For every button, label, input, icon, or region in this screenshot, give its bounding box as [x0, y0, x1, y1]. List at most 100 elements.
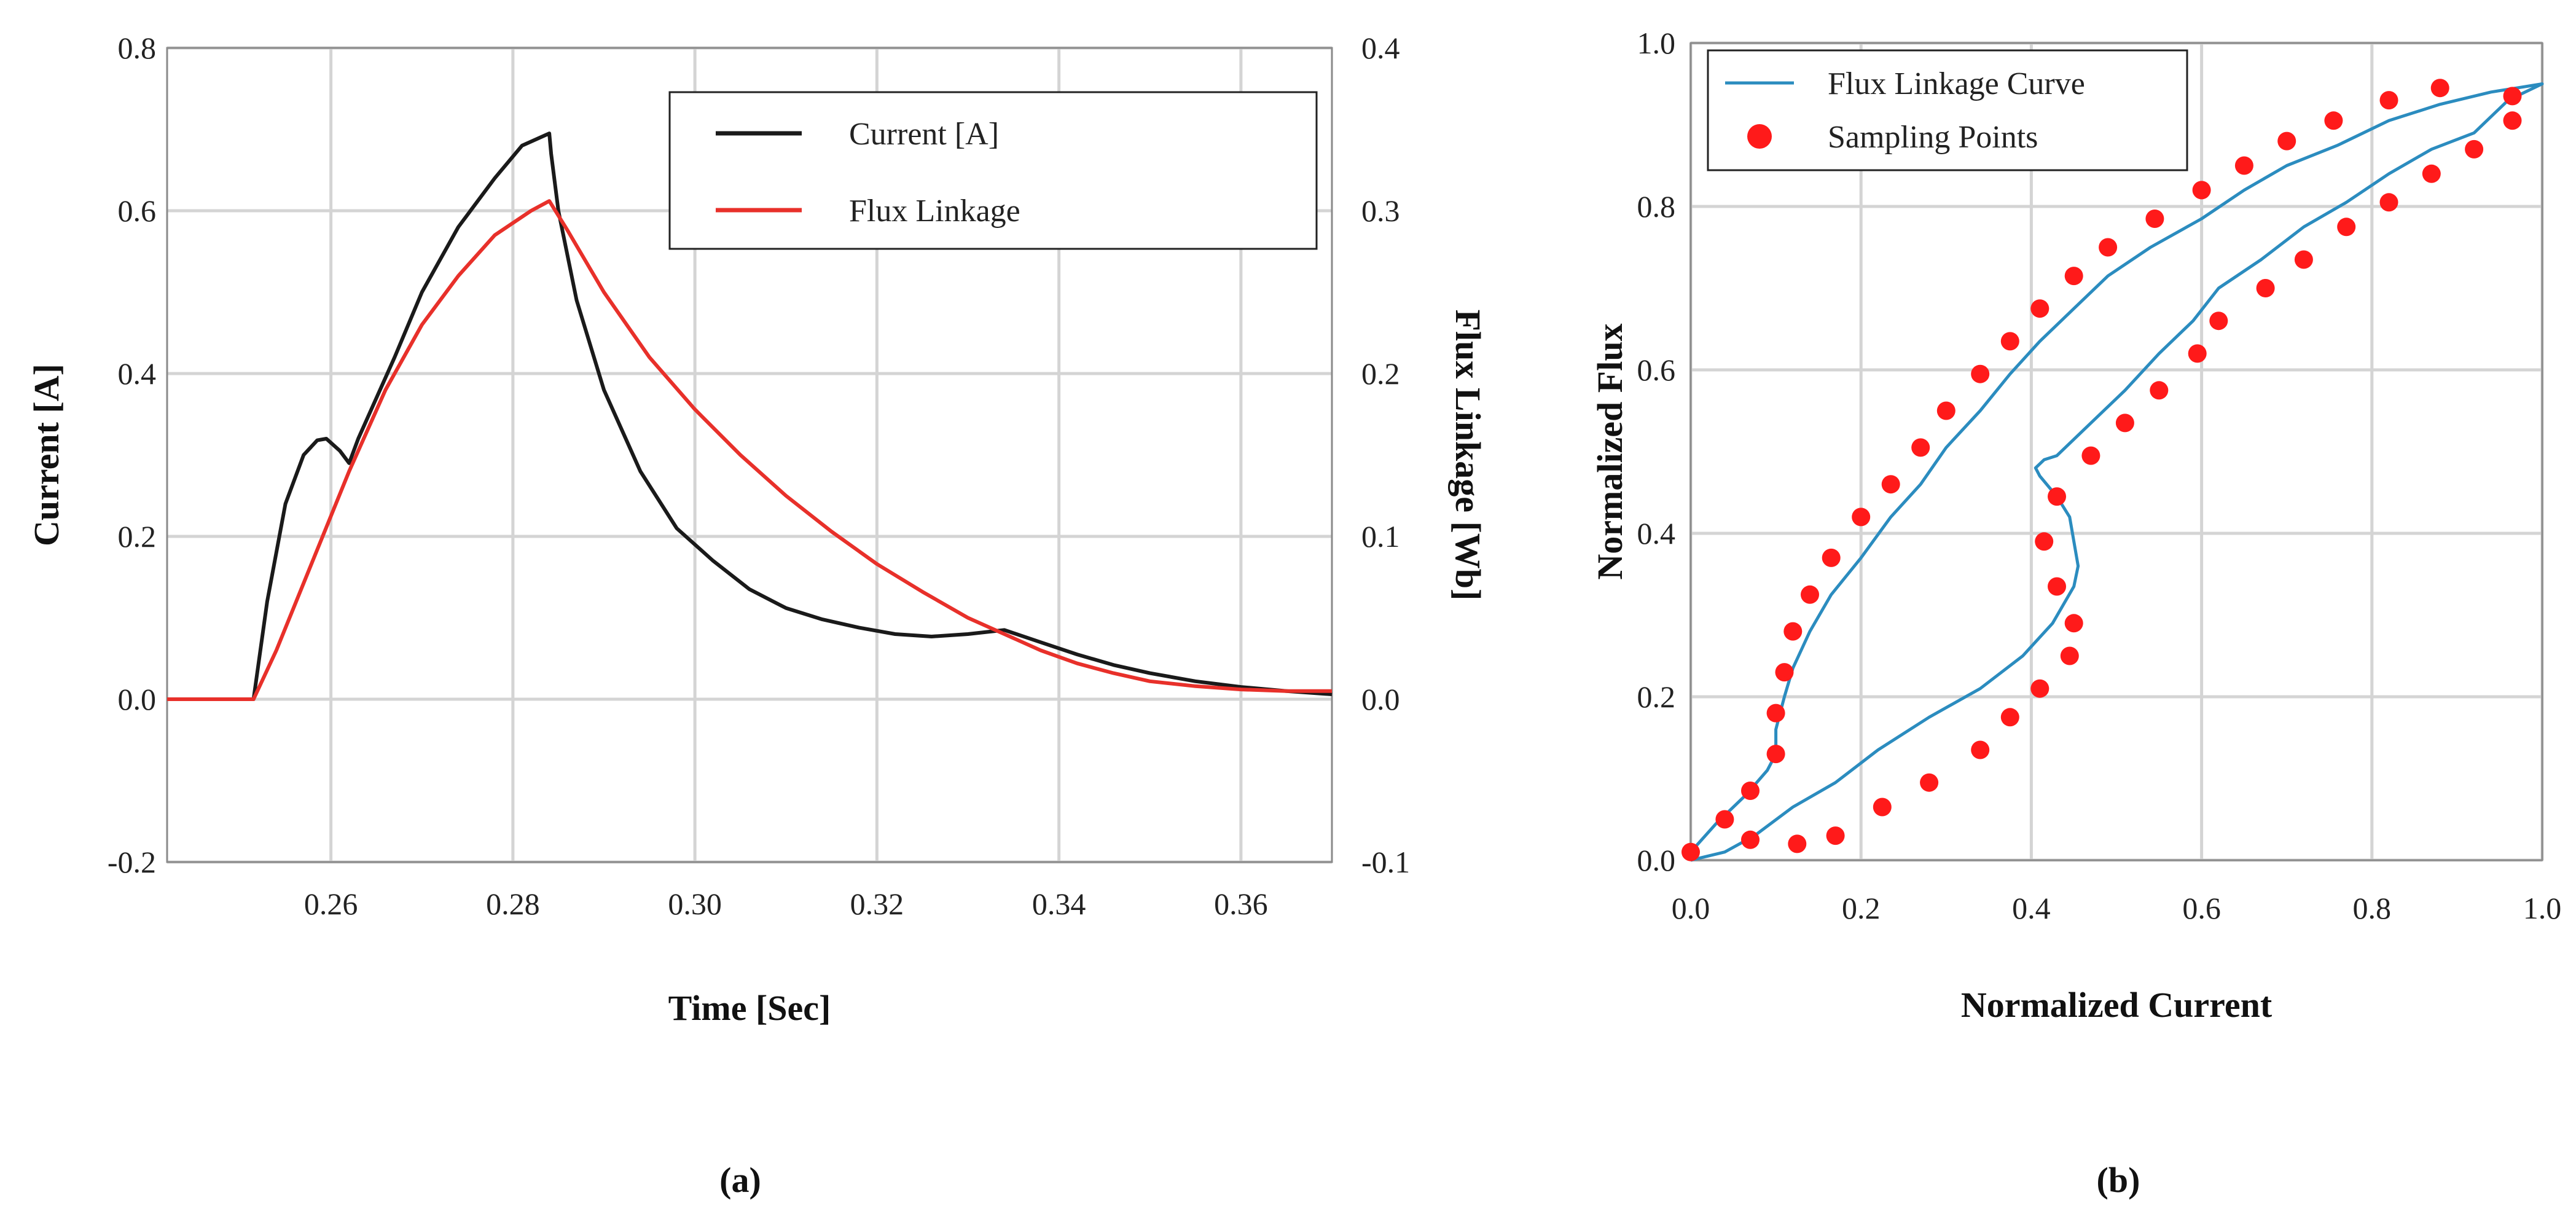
- chart-b-legend: Flux Linkage Curve Sampling Points: [1707, 49, 2188, 171]
- chart-a-x-tick-label: 0.32: [850, 887, 904, 921]
- chart-a-x-tick-label: 0.34: [1032, 887, 1086, 921]
- chart-b-series: [1681, 79, 2544, 862]
- chart-a-y-tick-label: 0.6: [118, 194, 157, 228]
- chart-b-x-tick-label: 0.0: [1672, 891, 1710, 925]
- chart-a-series-flux-line: [167, 199, 1332, 701]
- chart-b-sampling-point: [1741, 782, 1760, 800]
- chart-a-y-tick-label: 0.4: [118, 356, 157, 391]
- chart-a-y2-tick-label: 0.2: [1361, 356, 1400, 391]
- chart-b-sampling-point: [2188, 344, 2207, 363]
- chart-b-sampling-point: [1801, 585, 1819, 604]
- chart-b-sampling-point: [1766, 745, 1785, 764]
- chart-a-x-tick-label: 0.28: [486, 887, 540, 921]
- chart-b-sampling-point: [1971, 364, 1990, 383]
- chart-b-sampling-point: [2379, 91, 2398, 110]
- chart-a-legend-box: [668, 91, 1318, 250]
- chart-b-sampling-point: [1822, 548, 1841, 567]
- chart-b: 0.0 0.2 0.4 0.6 0.8 1.0 0.0 0.2 0.4 0.6 0.8 1.0 Nor…: [1590, 26, 2561, 1200]
- chart-a-y2-axis-label: Flux Linkage [Wb]: [1448, 310, 1488, 601]
- chart-b-y-tick-label: 0.8: [1637, 189, 1676, 224]
- chart-b-sampling-point: [1788, 834, 1807, 853]
- chart-b-plot-frame: [1689, 42, 2543, 861]
- chart-b-sampling-point: [1971, 740, 1990, 759]
- chart-b-sampling-point: [2503, 111, 2522, 130]
- chart-b-sampling-point: [1936, 401, 1955, 420]
- chart-a-y2-tick-label: 0.0: [1361, 682, 1400, 716]
- chart-b-x-tick-label: 0.2: [1842, 891, 1881, 925]
- chart-a-y2-tick-label: 0.1: [1361, 519, 1400, 554]
- chart-b-x-axis-label: Normalized Current: [1961, 985, 2273, 1025]
- chart-b-legend-box: [1707, 49, 2188, 171]
- chart-a-ticks: 0.26 0.28 0.30 0.32 0.34 0.36 -0.2 0.0 0.2 0.4 0.6…: [108, 31, 1410, 921]
- chart-b-sampling-point: [2115, 414, 2134, 433]
- chart-b-sampling-point: [2430, 79, 2449, 98]
- chart-b-sampling-point: [1741, 830, 1760, 849]
- chart-b-sampling-point: [1911, 438, 1930, 457]
- chart-b-y-tick-label: 0.6: [1637, 353, 1676, 387]
- chart-b-sampling-point: [2081, 446, 2100, 465]
- chart-b-sampling-point: [1783, 622, 1803, 641]
- chart-a-y2-tick-label: 0.4: [1361, 31, 1400, 65]
- chart-b-sampling-point: [2277, 131, 2296, 151]
- chart-b-sampling-point: [1715, 810, 1734, 829]
- chart-b-x-tick-label: 0.6: [2182, 891, 2221, 925]
- chart-b-sampling-point: [2000, 708, 2019, 727]
- chart-b-x-tick-label: 0.8: [2353, 891, 2392, 925]
- chart-a-x-axis-label: Time [Sec]: [668, 988, 831, 1028]
- chart-b-sampling-point: [2379, 193, 2398, 212]
- chart-b-sampling-point: [2324, 111, 2343, 130]
- chart-b-sampling-point: [1852, 508, 1871, 527]
- chart-a-y-tick-label: -0.2: [108, 845, 156, 879]
- chart-b-sampling-point: [2465, 139, 2484, 159]
- chart-a-y-tick-label: 0.2: [118, 519, 157, 554]
- chart-b-sampling-point: [1873, 798, 1892, 817]
- chart-b-sampling-point: [2000, 332, 2019, 351]
- chart-b-sampling-point: [1920, 773, 1939, 792]
- chart-b-x-tick-label: 0.4: [2012, 891, 2051, 925]
- chart-b-panel-label: (b): [2097, 1160, 2140, 1200]
- chart-b-sampling-point: [1775, 663, 1794, 682]
- chart-b-sampling-point: [2337, 218, 2356, 237]
- chart-b-sampling-point: [2035, 532, 2054, 551]
- chart-b-legend-swatch-points: [1747, 124, 1772, 149]
- chart-b-sampling-point: [2145, 210, 2164, 228]
- chart-b-y-axis-label: Normalized Flux: [1590, 323, 1630, 579]
- chart-b-sampling-point: [2048, 487, 2066, 506]
- chart-b-y-tick-label: 1.0: [1637, 26, 1676, 60]
- chart-b-sampling-point: [2064, 267, 2083, 286]
- chart-a-y2-tick-label: -0.1: [1361, 845, 1410, 879]
- chart-b-y-tick-label: 0.2: [1637, 680, 1676, 714]
- chart-b-sampling-point: [2422, 164, 2441, 183]
- chart-b-sampling-point: [2192, 181, 2211, 200]
- chart-b-sampling-point: [1681, 842, 1700, 861]
- chart-a-legend: Current [A] Flux Linkage: [668, 91, 1318, 250]
- chart-b-x-tick-label: 1.0: [2523, 891, 2562, 925]
- chart-b-sampling-point: [2060, 646, 2079, 665]
- chart-a-x-tick-label: 0.26: [304, 887, 358, 921]
- chart-b-y-tick-label: 0.4: [1637, 516, 1676, 551]
- chart-a-plot-frame: [166, 47, 1333, 863]
- chart-b-sampling-point: [1766, 704, 1785, 723]
- chart-a-panel-label: (a): [719, 1160, 761, 1200]
- chart-a-y-axis-label: Current [A]: [26, 364, 66, 546]
- chart-b-sampling-point: [2209, 312, 2228, 331]
- chart-a-legend-label-current: Current [A]: [849, 117, 999, 152]
- chart-a-x-tick-label: 0.36: [1214, 887, 1268, 921]
- chart-b-sampling-point: [1826, 826, 1845, 845]
- chart-b-sampling-point: [2234, 156, 2253, 175]
- chart-a-legend-label-flux: Flux Linkage: [849, 194, 1020, 229]
- chart-b-sampling-point: [2294, 250, 2313, 269]
- chart-a-y-tick-label: 0.8: [118, 31, 157, 65]
- chart-a-x-tick-label: 0.30: [668, 887, 722, 921]
- chart-b-sampling-point: [2150, 381, 2169, 400]
- chart-b-legend-label-points: Sampling Points: [1828, 120, 2038, 155]
- chart-a-series: [167, 131, 1333, 701]
- chart-b-sampling-point: [2503, 87, 2522, 106]
- chart-a-y2-tick-label: 0.3: [1361, 194, 1400, 228]
- chart-a-series-current-line: [167, 131, 1333, 701]
- chart-b-ticks: 0.0 0.2 0.4 0.6 0.8 1.0 0.0 0.2 0.4 0.6 0.8 1.0: [1637, 26, 2562, 925]
- chart-b-y-tick-label: 0.0: [1637, 843, 1676, 877]
- chart-b-sampling-point: [2064, 614, 2083, 633]
